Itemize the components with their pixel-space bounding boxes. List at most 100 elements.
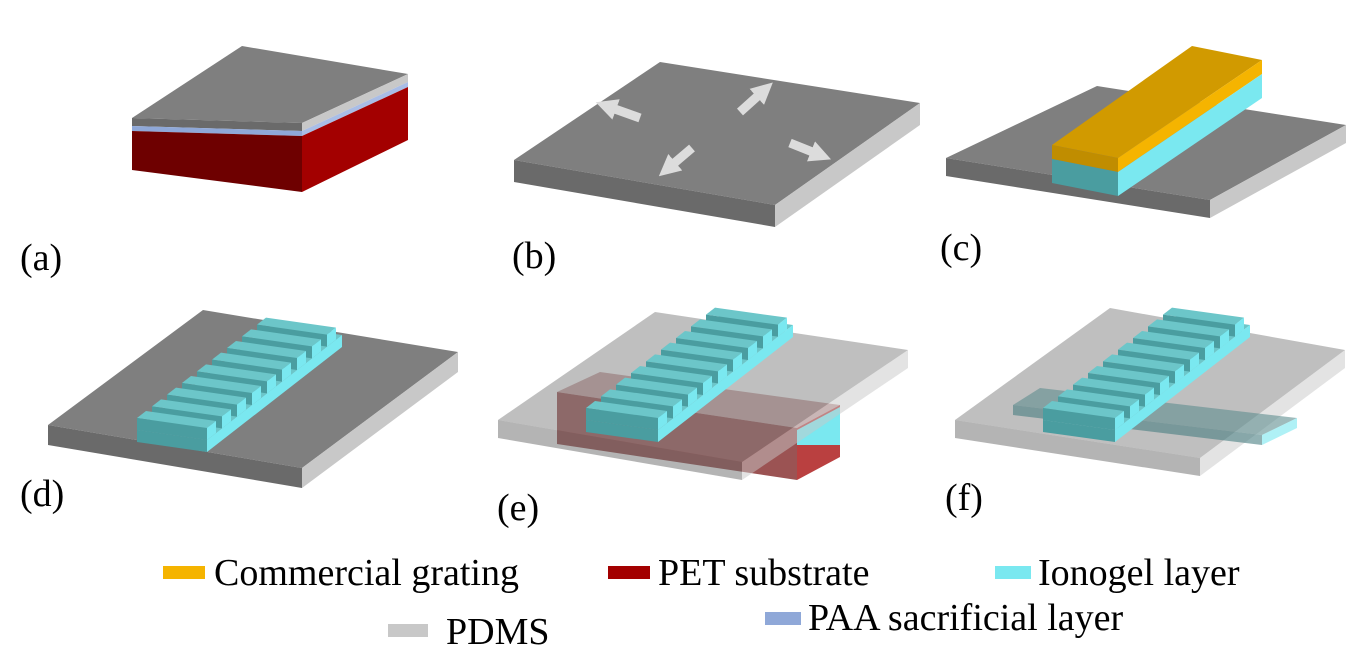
arrow xyxy=(658,144,695,177)
grating-ridge-top xyxy=(676,331,757,348)
grating-ridge-top xyxy=(1043,401,1124,418)
stretch-arrows xyxy=(595,82,832,177)
grating-ridge-side xyxy=(1115,411,1124,430)
grating-ridge-side xyxy=(778,317,787,337)
ionogel-front xyxy=(1052,159,1118,196)
grating-ridge-front xyxy=(1043,408,1115,430)
paa-front xyxy=(132,126,302,136)
illustrations xyxy=(48,46,1346,488)
pdms-top xyxy=(514,62,920,205)
legend-label: Ionogel layer xyxy=(1038,552,1240,594)
pdms-side xyxy=(742,350,908,480)
grating-ridge-side xyxy=(688,387,697,407)
grating-ridge-side xyxy=(252,386,261,405)
pdms-front xyxy=(48,425,302,488)
grating-ridge-side xyxy=(1220,329,1229,349)
ionogel-base-side xyxy=(207,335,342,452)
grating-ridge-side xyxy=(1190,352,1199,372)
grating-ridge-top xyxy=(167,387,246,405)
ionogel-base-side xyxy=(1115,325,1250,442)
grating-ridge-side xyxy=(1130,399,1139,419)
legend-swatch xyxy=(765,612,801,625)
pet-side xyxy=(302,87,408,192)
grating-top xyxy=(1052,46,1262,158)
pdms-front xyxy=(498,420,742,480)
grating-ridge-side xyxy=(748,341,757,360)
grating-ridge-top xyxy=(227,341,306,358)
pdms-front xyxy=(514,160,775,227)
panel-label: (b) xyxy=(512,235,556,277)
grating-ridge-top xyxy=(137,411,216,428)
legend-label: PDMS xyxy=(446,611,550,646)
grating-ridge-side xyxy=(1145,387,1154,407)
grating-ridge-top xyxy=(1103,354,1184,372)
grating-ridge-top xyxy=(1088,366,1169,383)
pet-front xyxy=(132,131,302,192)
grating-ridge-top xyxy=(1148,319,1229,337)
legend-label: PAA sacrificial layer xyxy=(808,597,1124,639)
grating-ridge-top xyxy=(242,329,321,347)
panel-label: (d) xyxy=(20,473,64,515)
legend-label: Commercial grating xyxy=(214,552,519,594)
pdms-side xyxy=(1200,350,1345,476)
grating-ridge-top xyxy=(706,307,787,325)
grating-ridge-top xyxy=(182,376,261,393)
ionogel-base-front xyxy=(1043,420,1115,442)
grating-ridge-side xyxy=(718,364,727,384)
pdms-side xyxy=(775,103,920,227)
grating-ridge-top xyxy=(152,399,231,417)
legend-label: PET substrate xyxy=(658,552,869,594)
legend-swatch xyxy=(388,624,428,637)
grating-ridge-top xyxy=(1118,342,1199,360)
ionogel-base-front xyxy=(137,430,207,452)
grating-ridge-top xyxy=(616,377,697,395)
arrow xyxy=(736,82,773,116)
grating-ridge-side xyxy=(222,409,231,429)
grating-ridge-top xyxy=(601,389,682,407)
ionogel-base-front xyxy=(586,420,658,442)
panel-label: (c) xyxy=(940,227,982,269)
grating-ridge-front xyxy=(586,408,658,430)
grating-ridge-side xyxy=(1205,341,1214,360)
grating-ridge-top xyxy=(1133,331,1214,348)
ionogel-side xyxy=(1262,418,1297,445)
grating-ridge-side xyxy=(673,399,682,419)
panel-label: (f) xyxy=(945,477,983,519)
grating-ridge-top xyxy=(197,364,276,382)
legend: Commercial grating PET substrate Ionogel… xyxy=(163,552,1240,646)
grating-ridge-top xyxy=(586,401,667,418)
legend-swatch xyxy=(608,566,650,579)
grating-ridge-top xyxy=(1058,389,1139,407)
grating-ridge-top xyxy=(646,354,727,372)
grating-ridge-top xyxy=(631,366,712,383)
paa-side xyxy=(302,82,408,136)
grating-ridge-side xyxy=(658,411,667,430)
grating-ridge-side xyxy=(312,339,321,359)
grating-ridge-side xyxy=(207,421,216,440)
grating-ridge-top xyxy=(257,317,336,335)
grating-ridge-side xyxy=(297,351,306,370)
pdms-top xyxy=(132,46,408,123)
pdms-front xyxy=(132,118,302,131)
grating-ridge-top xyxy=(1073,377,1154,395)
grating-front xyxy=(1052,145,1118,172)
grating-ridge-top xyxy=(1163,307,1244,325)
grating-ridge-front xyxy=(137,418,207,440)
ionogel-side xyxy=(1118,74,1262,196)
grating-ridge-side xyxy=(327,327,336,347)
panel-label: (e) xyxy=(497,487,539,529)
grating-ridge-side xyxy=(237,397,246,417)
grating-ridge-side xyxy=(1235,317,1244,337)
grating-ridge-side xyxy=(1175,364,1184,384)
pdms-side xyxy=(302,352,458,488)
pdms-side xyxy=(302,74,408,131)
grating-ridge-side xyxy=(1160,376,1169,395)
grating-ridge-side xyxy=(733,352,742,372)
arrow xyxy=(595,99,642,123)
legend-swatch xyxy=(995,566,1031,579)
grating-ridge-side xyxy=(267,374,276,394)
pdms-front xyxy=(955,420,1200,476)
grating-side xyxy=(1118,60,1262,172)
panel-label: (a) xyxy=(20,237,62,279)
